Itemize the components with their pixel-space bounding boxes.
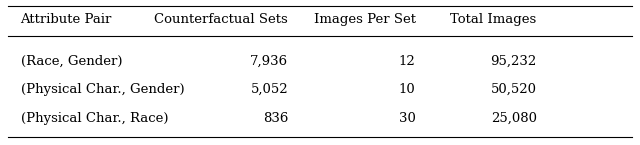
Text: 7,936: 7,936 [250,55,288,68]
Text: 30: 30 [399,112,415,125]
Text: (Physical Char., Race): (Physical Char., Race) [20,112,168,125]
Text: (Physical Char., Gender): (Physical Char., Gender) [20,83,184,96]
Text: Attribute Pair: Attribute Pair [20,13,112,26]
Text: 12: 12 [399,55,415,68]
Text: 25,080: 25,080 [491,112,537,125]
Text: 50,520: 50,520 [491,83,537,96]
Text: 10: 10 [399,83,415,96]
Text: Counterfactual Sets: Counterfactual Sets [154,13,288,26]
Text: Images Per Set: Images Per Set [314,13,415,26]
Text: 836: 836 [263,112,288,125]
Text: 95,232: 95,232 [490,55,537,68]
Text: 5,052: 5,052 [250,83,288,96]
Text: (Race, Gender): (Race, Gender) [20,55,122,68]
Text: Total Images: Total Images [451,13,537,26]
